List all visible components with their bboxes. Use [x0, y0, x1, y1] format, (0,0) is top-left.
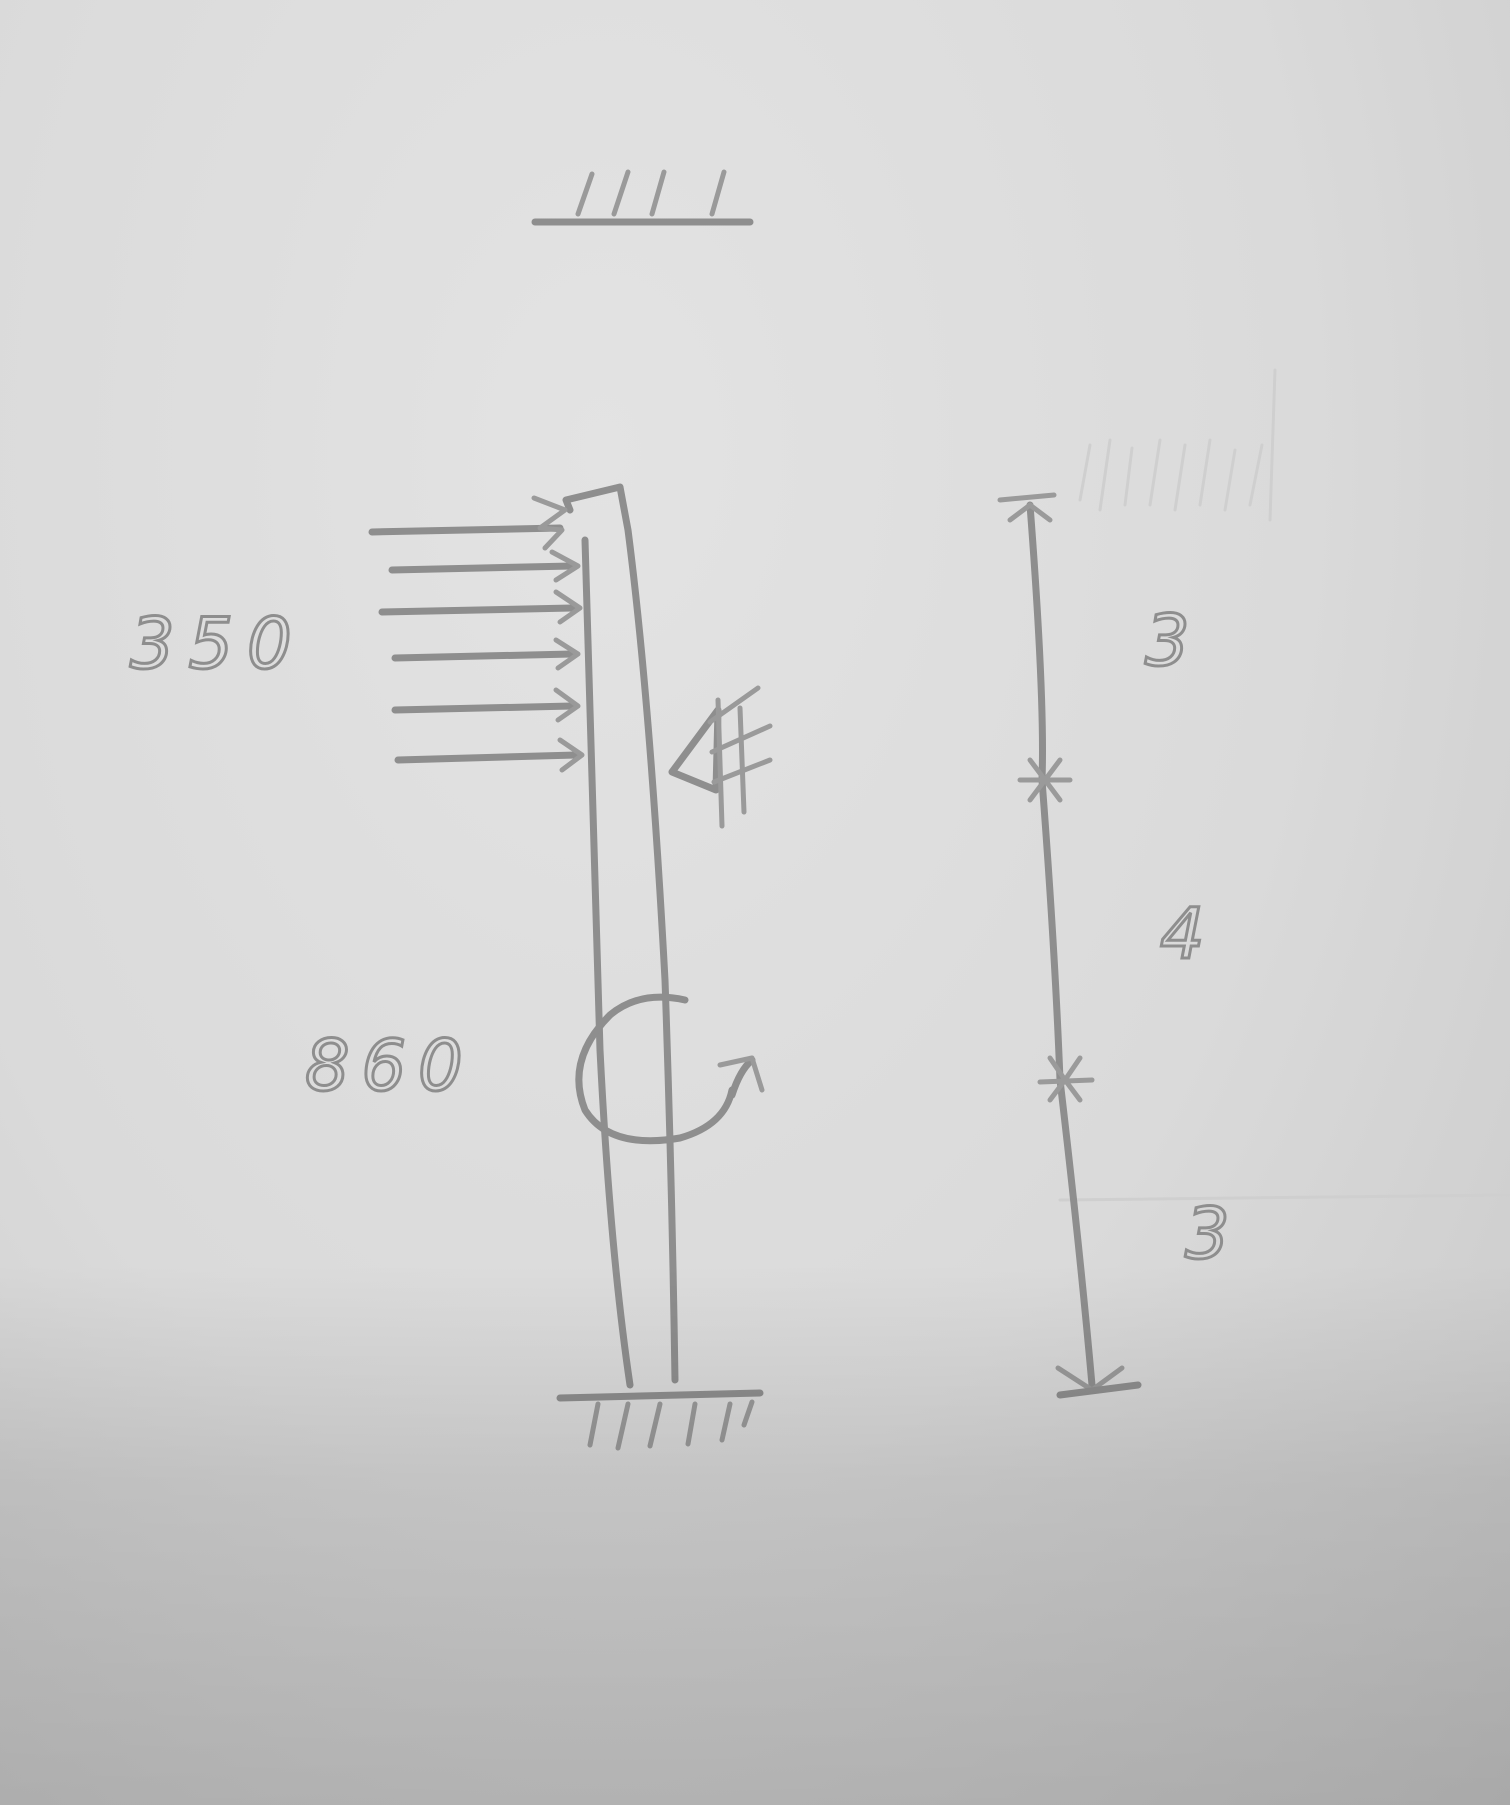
dimension-label-bottom: 3 [1185, 1193, 1230, 1275]
load-arrow [391, 687, 581, 723]
dimension-label-middle: 4 [1160, 893, 1205, 975]
load-arrow [378, 589, 583, 625]
bottom-support [556, 1389, 764, 1451]
load-arrow [394, 737, 585, 773]
dimension-label-top: 3 [1145, 600, 1190, 682]
applied-moment [575, 993, 765, 1145]
top-support [531, 169, 754, 226]
load-arrow [391, 637, 581, 671]
load-arrow [388, 549, 581, 583]
side-support [668, 685, 773, 829]
load-arrow [368, 495, 568, 551]
column [562, 483, 679, 1389]
dimension-line [997, 492, 1142, 1399]
moment-label: 860 [305, 1025, 475, 1107]
distributed-load [368, 495, 585, 773]
show-through-marks [1058, 368, 1510, 1202]
distributed-load-label: 350 [130, 603, 306, 685]
